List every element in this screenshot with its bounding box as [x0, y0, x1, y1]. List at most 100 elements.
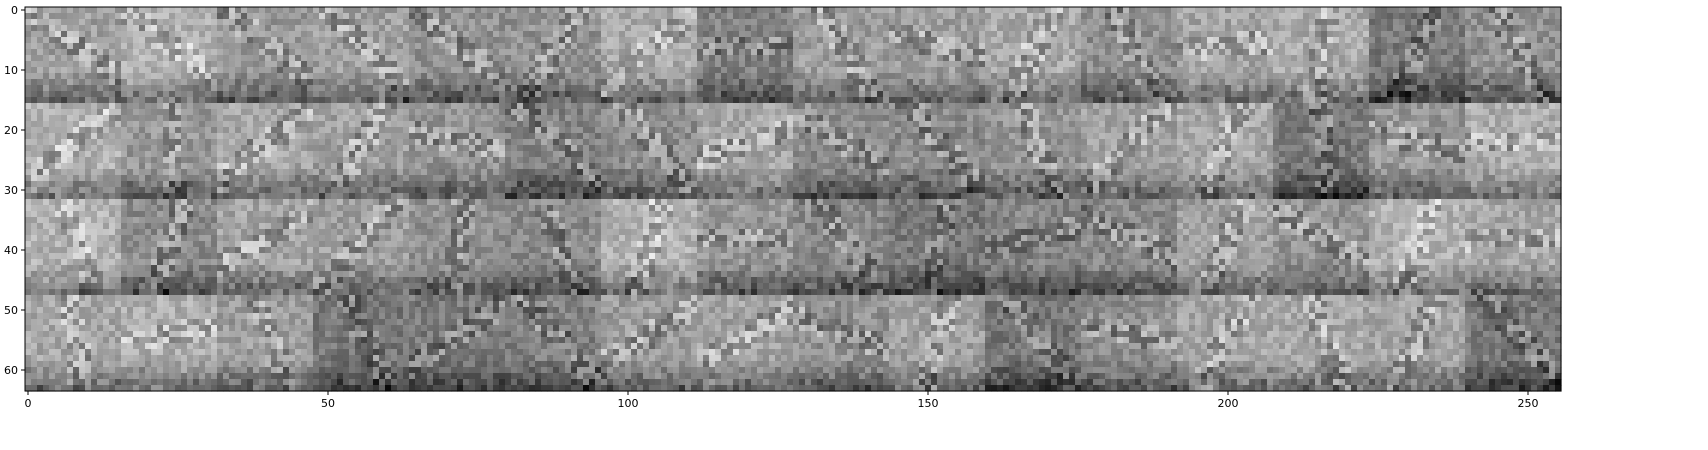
heatmap-cell	[1177, 79, 1184, 86]
heatmap-cell	[655, 67, 662, 74]
heatmap-cell	[649, 97, 656, 104]
heatmap-cell	[343, 7, 350, 14]
heatmap-cell	[619, 49, 626, 56]
heatmap-cell	[265, 79, 272, 86]
heatmap-cell	[43, 115, 50, 122]
heatmap-cell	[1141, 49, 1148, 56]
heatmap-cell	[823, 49, 830, 56]
heatmap-cell	[319, 49, 326, 56]
heatmap-cell	[655, 73, 662, 80]
heatmap-cell	[1435, 61, 1442, 68]
heatmap-cell	[103, 97, 110, 104]
heatmap-cell	[1357, 61, 1364, 68]
heatmap-cell	[253, 85, 260, 92]
heatmap-cell	[55, 103, 62, 110]
heatmap-cell	[1147, 67, 1154, 74]
heatmap-cell	[1279, 13, 1286, 20]
heatmap-cell	[79, 157, 86, 164]
heatmap-cell	[67, 169, 74, 176]
heatmap-cell	[1093, 13, 1100, 20]
heatmap-cell	[583, 49, 590, 56]
heatmap-cell	[805, 55, 812, 62]
heatmap-cell	[67, 61, 74, 68]
heatmap-cell	[253, 187, 260, 194]
heatmap-cell	[829, 7, 836, 14]
heatmap-cell	[151, 151, 158, 158]
heatmap-cell	[223, 67, 230, 74]
heatmap-cell	[523, 37, 530, 44]
heatmap-cell	[637, 7, 644, 14]
heatmap-cell	[403, 97, 410, 104]
heatmap-cell	[1513, 55, 1520, 62]
heatmap-cell	[1183, 67, 1190, 74]
heatmap-cell	[1393, 85, 1400, 92]
heatmap-cell	[439, 67, 446, 74]
heatmap-cell	[85, 13, 92, 20]
heatmap-cell	[1207, 97, 1214, 104]
heatmap-cell	[67, 43, 74, 50]
heatmap-cell	[781, 49, 788, 56]
heatmap-cell	[865, 73, 872, 80]
heatmap-cell	[685, 25, 692, 32]
heatmap-cell	[301, 25, 308, 32]
heatmap-cell	[817, 85, 824, 92]
heatmap-cell	[109, 61, 116, 68]
heatmap-cell	[847, 73, 854, 80]
heatmap-cell	[355, 79, 362, 86]
heatmap-cell	[139, 25, 146, 32]
heatmap-cell	[1369, 13, 1376, 20]
heatmap-cell	[1555, 67, 1562, 74]
heatmap-cell	[487, 7, 494, 14]
heatmap-cell	[1165, 85, 1172, 92]
heatmap-cell	[1327, 49, 1334, 56]
heatmap-cell	[1345, 55, 1352, 62]
heatmap-cell	[643, 49, 650, 56]
heatmap-cell	[577, 37, 584, 44]
heatmap-cell	[1231, 43, 1238, 50]
heatmap-cell	[679, 19, 686, 26]
heatmap-cell	[1225, 61, 1232, 68]
heatmap-cell	[163, 169, 170, 176]
heatmap-cell	[295, 163, 302, 170]
heatmap-cell	[181, 37, 188, 44]
heatmap-cell	[1075, 31, 1082, 38]
heatmap-cell	[1291, 31, 1298, 38]
heatmap-cell	[823, 97, 830, 104]
heatmap-cell	[133, 19, 140, 26]
heatmap-cell	[73, 91, 80, 98]
heatmap-cell	[55, 115, 62, 122]
heatmap-cell	[1243, 85, 1250, 92]
heatmap-cell	[361, 19, 368, 26]
heatmap-cell	[379, 127, 386, 134]
heatmap-cell	[943, 13, 950, 20]
heatmap-cell	[211, 55, 218, 62]
heatmap-cell	[691, 31, 698, 38]
heatmap-cell	[121, 55, 128, 62]
heatmap-cell	[1201, 7, 1208, 14]
heatmap-cell	[1243, 19, 1250, 26]
heatmap-cell	[925, 67, 932, 74]
heatmap-cell	[1447, 55, 1454, 62]
heatmap-cell	[1039, 25, 1046, 32]
heatmap-cell	[1081, 79, 1088, 86]
heatmap-cell	[649, 31, 656, 38]
heatmap-cell	[1459, 13, 1466, 20]
heatmap-cell	[493, 67, 500, 74]
heatmap-cell	[175, 19, 182, 26]
heatmap-cell	[463, 55, 470, 62]
heatmap-cell	[1051, 91, 1058, 98]
heatmap-cell	[1357, 43, 1364, 50]
heatmap-cell	[1459, 79, 1466, 86]
heatmap-cell	[229, 7, 236, 14]
heatmap-cell	[157, 85, 164, 92]
heatmap-cell	[151, 55, 158, 62]
heatmap-cell	[673, 13, 680, 20]
heatmap-cell	[139, 49, 146, 56]
heatmap-cell	[331, 7, 338, 14]
heatmap-cell	[1555, 91, 1562, 98]
heatmap-cell	[1105, 85, 1112, 92]
heatmap-cell	[1441, 13, 1448, 20]
heatmap-cell	[715, 25, 722, 32]
heatmap-cell	[619, 85, 626, 92]
heatmap-cell	[613, 55, 620, 62]
